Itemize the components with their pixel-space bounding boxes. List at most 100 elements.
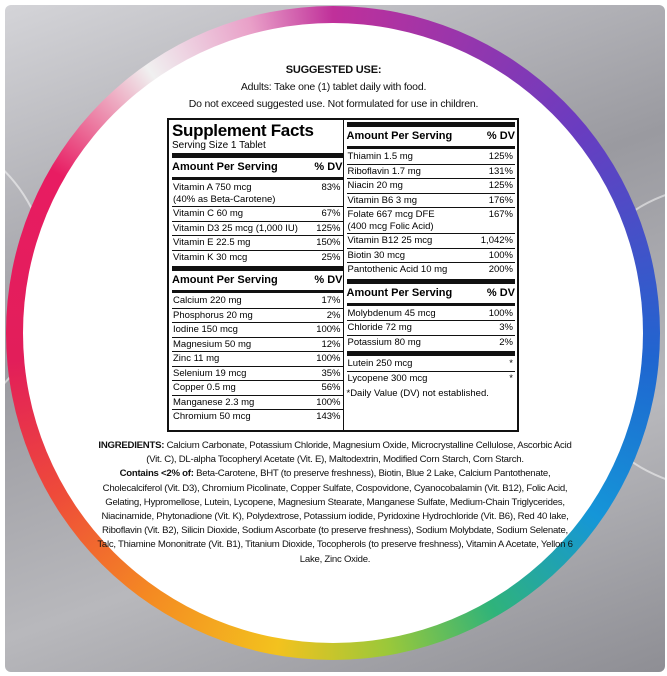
- nutrient-row: Lutein 250 mcg *: [346, 357, 515, 372]
- nutrient-row: Selenium 19 mcg 35%: [172, 367, 343, 381]
- nutrient-row: Thiamin 1.5 mg 125%: [346, 150, 515, 165]
- nutrient-row: Folate 667 mcg DFE (400 mcg Folic Acid) 1…: [346, 208, 515, 234]
- nutrient-dv: 17%: [321, 295, 341, 306]
- nutrient-name: Lycopene 300 mcg: [347, 372, 428, 384]
- facts-section: Amount Per Serving % DV Vitamin A 750 mcg …: [172, 153, 343, 264]
- nutrient-name: Selenium 19 mcg: [173, 367, 247, 379]
- thick-divider: [346, 351, 515, 356]
- nutrient-name: Vitamin E 22.5 mg: [173, 237, 251, 248]
- thick-divider: [172, 153, 343, 158]
- section-header: Amount Per Serving % DV: [347, 285, 516, 301]
- ingredients-main: Calcium Carbonate, Potassium Chloride, M…: [146, 440, 572, 466]
- nutrient-name: Phosphorus 20 mg: [173, 309, 253, 321]
- nutrient-name: Chloride 72 mg: [347, 322, 412, 333]
- nutrient-name: Vitamin A 750 mcg (40% as Beta-Carotene): [173, 182, 276, 205]
- nutrient-dv: 167%: [488, 209, 513, 220]
- nutrient-row: Chromium 50 mcg 143%: [172, 410, 343, 424]
- thick-divider: [346, 122, 515, 127]
- nutrient-row: Calcium 220 mg 17%: [172, 294, 343, 309]
- nutrient-name: Biotin 30 mcg: [347, 249, 406, 261]
- thick-divider: [172, 290, 343, 293]
- dv-header: % DV: [486, 130, 515, 142]
- supplement-facts-panel: Supplement Facts Serving Size 1 Tablet A…: [167, 118, 519, 432]
- nutrient-name: Vitamin B12 25 mcg: [347, 235, 433, 246]
- nutrient-dv: 56%: [321, 382, 341, 393]
- nutrient-row: Vitamin K 30 mcg 25%: [172, 251, 343, 265]
- nutrient-dv: 1,042%: [480, 235, 513, 246]
- nutrient-row: Potassium 80 mg 2%: [347, 336, 516, 350]
- nutrient-name: Calcium 220 mg: [173, 295, 242, 306]
- nutrient-name: Iodine 150 mcg: [173, 324, 238, 335]
- nutrient-dv: 2%: [499, 336, 513, 348]
- contains-label: Contains <2% of:: [119, 468, 194, 480]
- ingredients-text: INGREDIENTS: Calcium Carbonate, Potassiu…: [95, 439, 575, 567]
- thick-divider: [346, 302, 515, 306]
- nutrient-name: Copper 0.5 mg: [173, 382, 236, 393]
- nutrient-row: Zinc 11 mg 100%: [172, 352, 343, 367]
- ingredients-label: INGREDIENTS:: [98, 440, 165, 451]
- facts-section: Amount Per Serving % DV Calcium 220 mg 17% P…: [172, 266, 343, 424]
- nutrient-row: Magnesium 50 mg 12%: [172, 338, 343, 352]
- nutrient-row: Vitamin B6 3 mg 176%: [346, 194, 515, 208]
- nutrient-dv: 83%: [321, 182, 341, 193]
- nutrient-dv: 125%: [488, 151, 513, 162]
- amount-per-serving-label: Amount Per Serving: [346, 286, 453, 299]
- nutrient-dv: 3%: [499, 322, 513, 333]
- nutrient-dv: 67%: [321, 208, 341, 219]
- nutrient-dv: 143%: [316, 411, 341, 422]
- nutrient-row: Copper 0.5 mg 56%: [172, 381, 343, 396]
- nutrient-row: Biotin 30 mcg 100%: [346, 249, 515, 263]
- thick-divider: [346, 278, 515, 284]
- nutrient-dv: *: [509, 372, 513, 384]
- nutrient-dv: 176%: [488, 194, 513, 206]
- nutrient-row: Vitamin C 60 mg 67%: [172, 207, 343, 222]
- section-header: Amount Per Serving % DV: [347, 128, 516, 144]
- suggested-use-title: SUGGESTED USE:: [285, 64, 382, 76]
- nutrient-name: Vitamin K 30 mcg: [173, 251, 248, 263]
- suggested-use-warning: Do not exceed suggested use. Not formula…: [188, 98, 479, 110]
- nutrient-row: Riboflavin 1.7 mg 131%: [346, 165, 515, 179]
- thick-divider: [172, 177, 343, 180]
- nutrient-name: Vitamin B6 3 mg: [347, 194, 418, 206]
- label-body: Supplement Facts Serving Size 1 Tablet A…: [95, 118, 575, 567]
- nutrient-name: Zinc 11 mg: [173, 353, 220, 364]
- thick-divider: [346, 146, 515, 149]
- nutrient-row: Vitamin A 750 mcg (40% as Beta-Carotene)…: [172, 181, 343, 207]
- section-header: Amount Per Serving % DV: [172, 272, 343, 288]
- nutrient-name: Chromium 50 mcg: [173, 411, 251, 422]
- nutrient-name: Niacin 20 mg: [347, 180, 403, 191]
- facts-left-column: Supplement Facts Serving Size 1 Tablet A…: [169, 120, 343, 430]
- nutrient-name: Thiamin 1.5 mg: [347, 151, 413, 162]
- nutrient-name: Magnesium 50 mg: [173, 338, 252, 350]
- amount-per-serving-label: Amount Per Serving: [346, 130, 453, 142]
- nutrient-name: Molybdenum 45 mcg: [347, 307, 436, 319]
- nutrient-name: Folate 667 mcg DFE (400 mcg Folic Acid): [347, 209, 435, 232]
- nutrient-dv: 100%: [488, 307, 513, 319]
- nutrient-name: Lutein 250 mcg: [347, 358, 413, 369]
- nutrient-name: Vitamin C 60 mg: [173, 208, 244, 219]
- nutrient-dv: 100%: [316, 396, 341, 408]
- nutrient-row: Vitamin B12 25 mcg 1,042%: [346, 234, 515, 249]
- amount-per-serving-label: Amount Per Serving: [172, 161, 278, 173]
- dv-header: % DV: [314, 274, 343, 286]
- nutrient-row: Manganese 2.3 mg 100%: [172, 396, 343, 410]
- nutrient-dv: 150%: [316, 237, 341, 248]
- nutrient-dv: 131%: [488, 165, 513, 177]
- nutrient-dv: 100%: [488, 249, 513, 261]
- nutrient-dv: 2%: [326, 309, 341, 321]
- nutrient-row: Vitamin E 22.5 mg 150%: [172, 236, 343, 251]
- nutrient-name: Riboflavin 1.7 mg: [347, 165, 421, 177]
- nutrient-dv: 125%: [488, 180, 513, 191]
- nutrient-dv: 125%: [316, 222, 341, 234]
- facts-section: Lutein 250 mcg * Lycopene 300 mcg *: [346, 351, 516, 386]
- facts-section: Amount Per Serving % DV Molybdenum 45 mcg 1…: [346, 278, 516, 350]
- nutrient-row: Lycopene 300 mcg *: [347, 372, 516, 386]
- nutrient-dv: 35%: [321, 367, 341, 379]
- section-header: Amount Per Serving % DV: [172, 159, 343, 175]
- nutrient-dv: 100%: [316, 353, 341, 364]
- nutrient-row: Iodine 150 mcg 100%: [172, 323, 343, 338]
- facts-section: Amount Per Serving % DV Thiamin 1.5 mg 125%…: [346, 122, 516, 277]
- facts-title: Supplement Facts: [172, 121, 314, 140]
- suggested-use-line: Adults: Take one (1) tablet daily with f…: [240, 81, 427, 93]
